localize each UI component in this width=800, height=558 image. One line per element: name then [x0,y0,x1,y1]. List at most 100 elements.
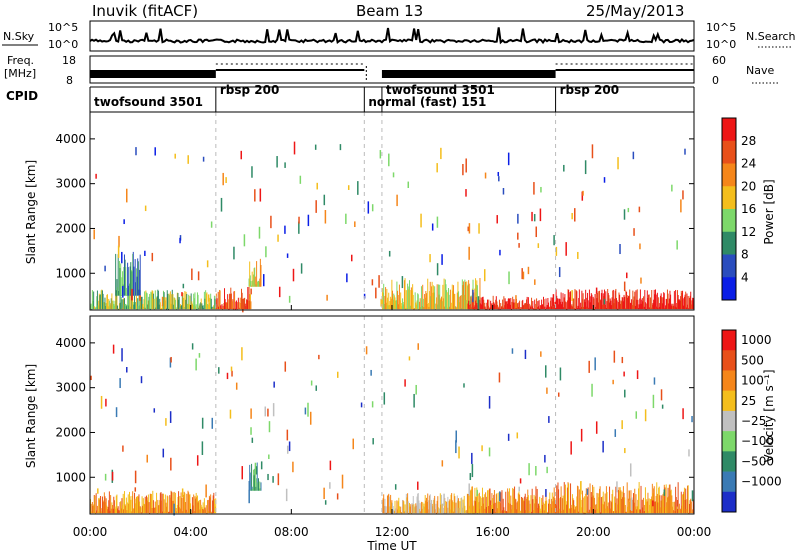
data-cell [166,290,168,310]
data-cell [385,512,387,514]
nsky-tick-bottom: 10^0 [48,38,78,51]
data-cell [117,245,120,258]
data-cell [420,307,422,310]
data-cell [324,210,327,224]
data-cell [114,300,116,310]
data-cell [267,408,269,417]
data-cell [677,509,679,514]
data-cell [406,497,408,514]
colorbar-tick-label: 16 [741,202,756,216]
data-cell [241,288,242,310]
data-cell [519,300,521,310]
data-cell [383,283,385,310]
time-tick-label: 00:00 [677,525,712,539]
data-cell [149,512,151,514]
data-cell [596,298,598,310]
data-cell [496,215,498,224]
data-cell [465,511,467,514]
data-cell [120,296,122,310]
data-cell [407,286,409,310]
data-cell [656,482,658,514]
data-cell [159,302,161,310]
data-cell [527,297,529,310]
data-cell [582,298,584,310]
data-cell [442,298,444,310]
data-cell [560,292,562,310]
data-cell [683,296,685,310]
data-cell [120,508,122,514]
data-cell [432,285,434,310]
data-cell [478,299,480,310]
data-cell [604,304,606,310]
data-cell [201,303,203,310]
data-cell [405,493,407,514]
data-cell [653,299,655,310]
data-cell [250,281,252,287]
data-cell [538,505,540,514]
data-cell [677,482,679,514]
data-cell [686,499,688,514]
data-cell [177,496,179,514]
data-cell [475,284,477,310]
data-cell [542,304,544,310]
data-cell [529,305,531,310]
colorbar-swatch [722,431,736,452]
data-cell [430,296,432,310]
data-cell [671,184,673,192]
data-cell [564,494,566,514]
data-cell [538,300,540,310]
data-cell [126,366,128,373]
data-cell [690,501,692,514]
time-tick-label: 12:00 [375,525,410,539]
data-cell [175,307,177,310]
data-cell [605,308,607,310]
data-cell [258,281,260,287]
data-cell [307,214,310,227]
data-cell [105,498,107,514]
data-cell [193,494,195,514]
data-cell [239,307,241,310]
time-tick-label: 20:00 [576,525,611,539]
data-cell [142,505,144,514]
data-cell [438,508,440,514]
data-cell [476,490,478,514]
data-cell [121,277,123,296]
data-cell [254,468,256,491]
y-tick-label: 4000 [55,336,86,350]
data-cell [613,303,615,310]
data-cell [692,499,694,514]
data-cell [659,495,661,514]
data-cell [112,300,114,310]
data-cell [398,506,400,514]
data-cell [234,308,236,310]
data-cell [417,293,419,310]
data-cell [480,497,482,514]
data-cell [176,511,178,514]
data-cell [629,302,631,310]
data-cell [94,307,96,310]
data-cell [578,289,580,310]
data-cell [388,292,390,310]
data-cell [146,454,149,463]
power-colorbar-label: Power [dB] [762,179,776,244]
data-cell [105,502,107,514]
data-cell [198,353,201,358]
data-cell [500,510,502,514]
data-cell [502,188,505,195]
data-cell [178,299,180,310]
data-cell [419,298,421,310]
data-cell [632,300,634,310]
data-cell [548,503,550,514]
data-cell [431,281,433,310]
data-cell [670,490,672,514]
data-cell [633,502,635,514]
data-cell [634,291,636,310]
data-cell [232,299,234,310]
data-cell [399,300,401,310]
data-cell [179,304,181,310]
data-cell [503,296,505,310]
data-cell [614,290,616,310]
data-cell [682,494,684,514]
data-cell [161,500,163,514]
data-cell [479,501,481,514]
